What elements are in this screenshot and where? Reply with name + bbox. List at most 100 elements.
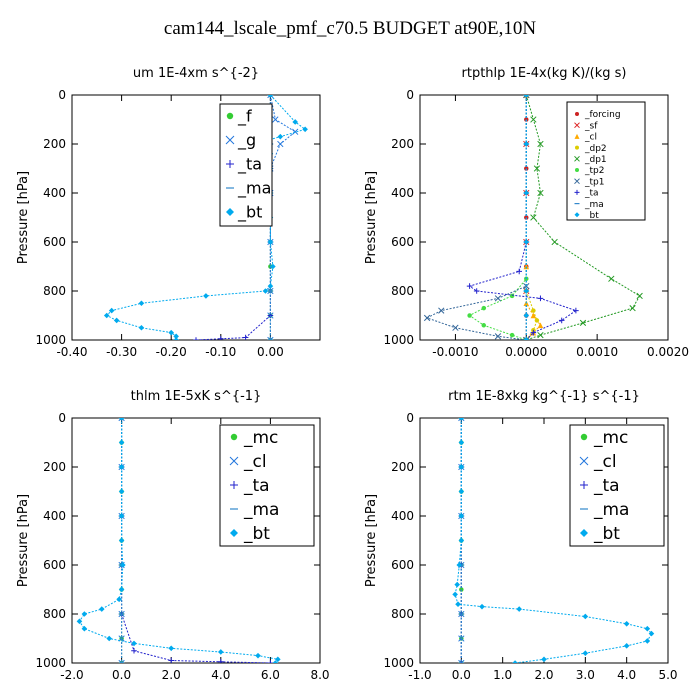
data-point <box>537 322 544 329</box>
legend-label: _bt <box>237 203 262 223</box>
y-tick-label: 200 <box>391 137 414 151</box>
data-point <box>423 314 431 322</box>
series-group <box>452 418 655 663</box>
legend-label: _mc <box>593 428 628 448</box>
data-point <box>113 317 120 324</box>
y-tick-label: 1000 <box>35 656 66 670</box>
data-point <box>466 283 473 289</box>
legend-label: _sf <box>584 121 598 131</box>
data-point <box>530 214 537 221</box>
y-tick-label: 600 <box>43 235 66 249</box>
x-tick-label: 2.0 <box>162 668 181 682</box>
legend-label: _ta <box>584 189 599 199</box>
chart-title: rtpthlp 1E-4x(kg K)/(kg s) <box>462 66 627 81</box>
data-point <box>558 317 565 324</box>
data-point <box>272 660 279 663</box>
data-point <box>242 334 249 340</box>
axes-frame <box>71 417 321 664</box>
y-tick-label: 200 <box>391 460 414 474</box>
y-axis-label: Pressure [hPa] <box>364 171 379 264</box>
legend-box <box>219 103 273 227</box>
data-point <box>644 638 651 644</box>
data-point <box>523 312 530 319</box>
legend-marker <box>226 112 234 120</box>
legend-marker <box>225 135 235 145</box>
data-point <box>523 239 530 245</box>
data-point <box>277 140 284 148</box>
data-point <box>168 645 174 652</box>
data-point <box>623 643 630 649</box>
legend-label: _ta <box>243 476 270 496</box>
chart-panel-3: thlm 1E-5xK s^{-1} Pressure [hPa] -2.0 0.0 2… <box>16 389 330 682</box>
chart-panel-2: rtpthlp 1E-4x(kg K)/(kg s) Pressure [hPa]… <box>364 66 689 359</box>
legend-marker <box>575 145 579 150</box>
data-point <box>537 331 544 339</box>
legend-label: _bt <box>584 211 599 221</box>
data-point <box>523 95 530 98</box>
data-point <box>131 640 137 647</box>
y-tick-label: 0 <box>406 411 414 425</box>
axes-frame <box>71 94 321 341</box>
data-point <box>523 337 530 340</box>
x-tick-label: -0.40 <box>56 345 87 359</box>
series-line-bt <box>105 95 307 340</box>
legend-label: _mc <box>243 428 278 448</box>
y-tick-label: 400 <box>43 509 66 523</box>
legend-marker <box>226 208 234 216</box>
x-tick-label: -0.20 <box>156 345 187 359</box>
y-axis-label: Pressure [hPa] <box>16 171 31 264</box>
data-point <box>523 336 530 340</box>
legend-label: _f <box>237 107 252 127</box>
data-point <box>118 439 125 446</box>
data-point <box>81 611 88 617</box>
legend: _forcing_sf _cl_dp2_dp1_tp2_tp1 _ta_ma_bt <box>566 101 646 221</box>
legend-label: _forcing <box>584 110 621 120</box>
data-point <box>648 630 655 637</box>
y-tick-label: 800 <box>391 284 414 298</box>
legend-label: _tp2 <box>584 166 604 176</box>
data-point <box>512 660 518 663</box>
legend-marker <box>575 112 579 116</box>
axes-frame <box>419 94 669 341</box>
data-point <box>138 300 145 307</box>
x-tick-label: 0.0020 <box>647 345 689 359</box>
data-point <box>76 618 83 625</box>
chart-title: rtm 1E-8xkg kg^{-1} s^{-1} <box>448 389 640 404</box>
legend-marker <box>230 433 238 441</box>
legend-label: _ma <box>584 200 604 210</box>
legend-marker <box>574 122 580 129</box>
data-point <box>481 323 487 328</box>
data-point <box>81 625 88 632</box>
legend-marker <box>575 168 579 172</box>
data-point <box>98 606 105 612</box>
data-point <box>118 586 125 593</box>
legend: _f _g _ta _ma _bt <box>219 103 273 227</box>
chart-title: thlm 1E-5xK s^{-1} <box>131 389 262 404</box>
data-point <box>267 239 274 245</box>
legend-label: _ta <box>237 155 262 175</box>
x-tick-label: 4.0 <box>617 668 636 682</box>
legend-marker <box>574 155 580 162</box>
legend-marker <box>226 160 234 168</box>
data-point <box>551 238 558 246</box>
legend-label: _g <box>237 131 256 151</box>
data-point <box>267 660 274 663</box>
data-point <box>530 312 537 319</box>
y-axis-label: Pressure [hPa] <box>16 494 31 587</box>
legend-label: _cl <box>243 452 267 472</box>
data-point <box>267 95 274 98</box>
data-point <box>636 292 643 300</box>
data-point <box>531 308 536 313</box>
data-point <box>267 95 274 99</box>
legend-label: _cl <box>593 452 617 472</box>
data-point <box>481 305 487 311</box>
data-point <box>118 659 125 663</box>
data-point <box>629 304 636 312</box>
data-point <box>479 603 485 610</box>
data-point <box>267 283 274 289</box>
data-point <box>516 268 522 275</box>
data-point <box>292 119 298 125</box>
data-point <box>108 307 115 314</box>
x-tick-label: 6.0 <box>261 668 280 682</box>
y-tick-label: 800 <box>391 607 414 621</box>
